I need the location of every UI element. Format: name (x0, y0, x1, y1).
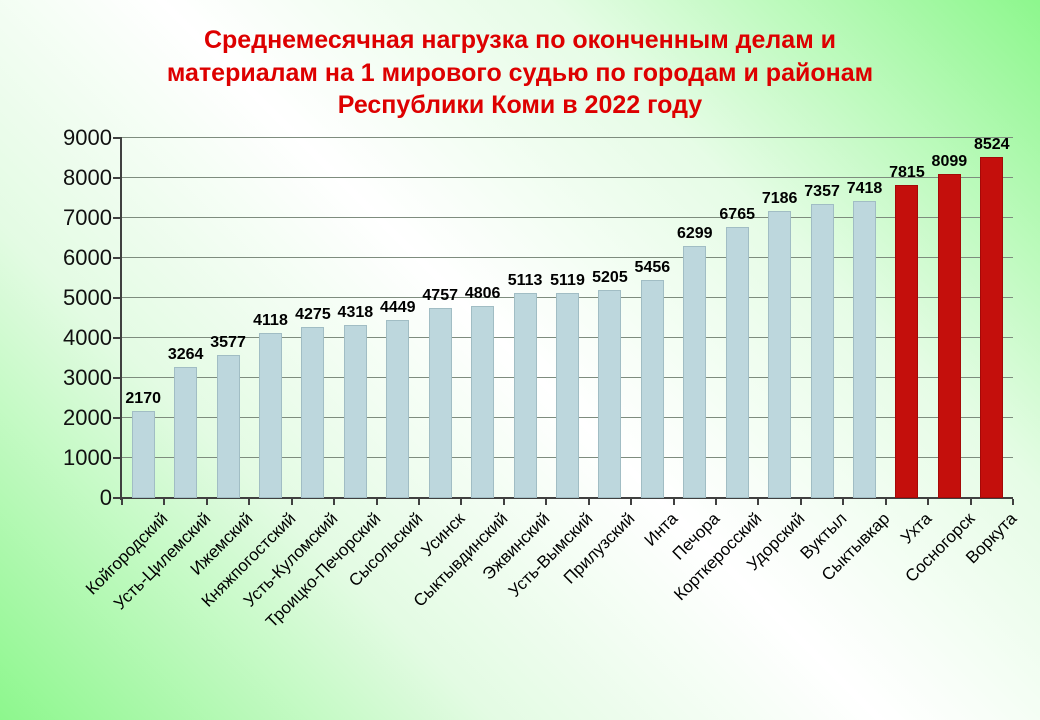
bar-value-label: 4757 (422, 286, 458, 304)
x-axis-tick (630, 499, 633, 505)
chart-title-line-1: Среднемесячная нагрузка по оконченным де… (203, 26, 837, 54)
y-axis-tick (113, 257, 122, 259)
gridline (122, 177, 1013, 178)
y-axis-tick (113, 137, 122, 139)
x-axis-tick (884, 499, 887, 505)
x-axis-tick (163, 499, 166, 505)
x-axis-tick (969, 499, 972, 505)
bar (810, 203, 834, 498)
bar-value-label: 4806 (464, 284, 501, 302)
x-axis-tick (502, 499, 505, 505)
bar-value-label: 7186 (761, 189, 798, 207)
x-axis-tick (121, 499, 123, 505)
y-axis-label: 1000 (63, 445, 112, 470)
bar-value-label: 4118 (253, 312, 288, 330)
bar (556, 293, 579, 498)
bar (428, 307, 452, 498)
x-axis-tick (842, 499, 845, 505)
bar-value-label: 5113 (507, 272, 543, 290)
x-axis-tick (927, 499, 930, 505)
bar (683, 246, 707, 498)
y-axis-tick (113, 417, 122, 419)
x-axis-tick (290, 499, 293, 505)
bar (513, 293, 537, 498)
bar-value-label: 3577 (210, 333, 246, 351)
bar (640, 279, 664, 498)
x-axis-tick (375, 499, 378, 505)
y-axis-label: 9000 (63, 125, 112, 150)
bar-highlighted (937, 174, 961, 498)
x-axis-tick (1012, 499, 1014, 505)
y-axis-label: 7000 (63, 205, 112, 230)
y-axis-label: 6000 (63, 245, 112, 270)
y-axis-tick (113, 457, 122, 459)
bar (853, 201, 876, 498)
bar-value-label: 5456 (634, 258, 671, 276)
bar-value-label: 8099 (931, 153, 968, 171)
bar-value-label: 7418 (846, 180, 883, 198)
x-axis-tick (799, 499, 802, 505)
bar-value-label: 6299 (676, 225, 713, 243)
y-axis-tick (113, 177, 122, 179)
bar (471, 305, 495, 498)
bar-value-label: 2170 (125, 390, 161, 408)
x-axis-tick (205, 499, 208, 505)
bar (598, 289, 622, 498)
bar-value-label: 5205 (592, 268, 628, 286)
x-axis-tick (418, 499, 420, 505)
x-axis-tick (757, 499, 760, 505)
gridline (122, 137, 1013, 138)
bar (343, 325, 367, 498)
y-axis-tick (113, 337, 122, 339)
x-axis-tick (248, 499, 251, 505)
y-axis (120, 138, 122, 500)
gridline (122, 217, 1013, 218)
x-axis-tick (545, 499, 548, 505)
bar-value-label: 7357 (804, 182, 840, 200)
bar-value-label: 7815 (889, 164, 925, 182)
x-axis-tick (672, 499, 675, 505)
bar-value-label: 8524 (973, 136, 1010, 154)
bar (131, 411, 155, 498)
bar-value-label: 6765 (719, 206, 755, 224)
x-axis-tick (715, 499, 717, 505)
chart-title-line-2: материалам на 1 мирового судью по города… (166, 58, 874, 87)
bar-value-label: 4449 (379, 299, 416, 317)
bar-value-label: 4318 (337, 304, 374, 322)
x-axis-tick (460, 499, 463, 505)
x-axis (120, 497, 1013, 499)
bar-value-label: 3264 (167, 346, 204, 364)
bar (725, 227, 749, 498)
bar (301, 327, 325, 498)
y-axis-tick (113, 297, 122, 299)
bar (259, 333, 282, 498)
y-axis-tick (113, 217, 122, 219)
chart-title: Среднемесячная нагрузка по оконченным де… (0, 24, 1040, 122)
y-axis-label: 4000 (63, 325, 112, 350)
bar (216, 354, 240, 498)
y-axis-label: 5000 (63, 285, 112, 310)
y-axis-tick (113, 377, 122, 379)
y-axis-label: 3000 (63, 365, 112, 390)
x-axis-tick (333, 499, 336, 505)
bar (174, 367, 198, 498)
x-axis-tick (587, 499, 590, 505)
chart-title-line-3: Республики Коми в 2022 году (337, 91, 703, 119)
bar-highlighted (895, 185, 919, 498)
bar-highlighted (980, 157, 1004, 498)
y-axis-label: 2000 (63, 405, 112, 430)
bar (386, 320, 410, 498)
bar-value-label: 4275 (295, 306, 331, 323)
bar-value-label: 5119 (550, 272, 585, 290)
gridline (122, 257, 1013, 258)
y-axis-label: 0 (99, 485, 112, 510)
y-axis-tick (113, 497, 122, 499)
y-axis-label: 8000 (63, 165, 112, 190)
bar (768, 210, 792, 498)
